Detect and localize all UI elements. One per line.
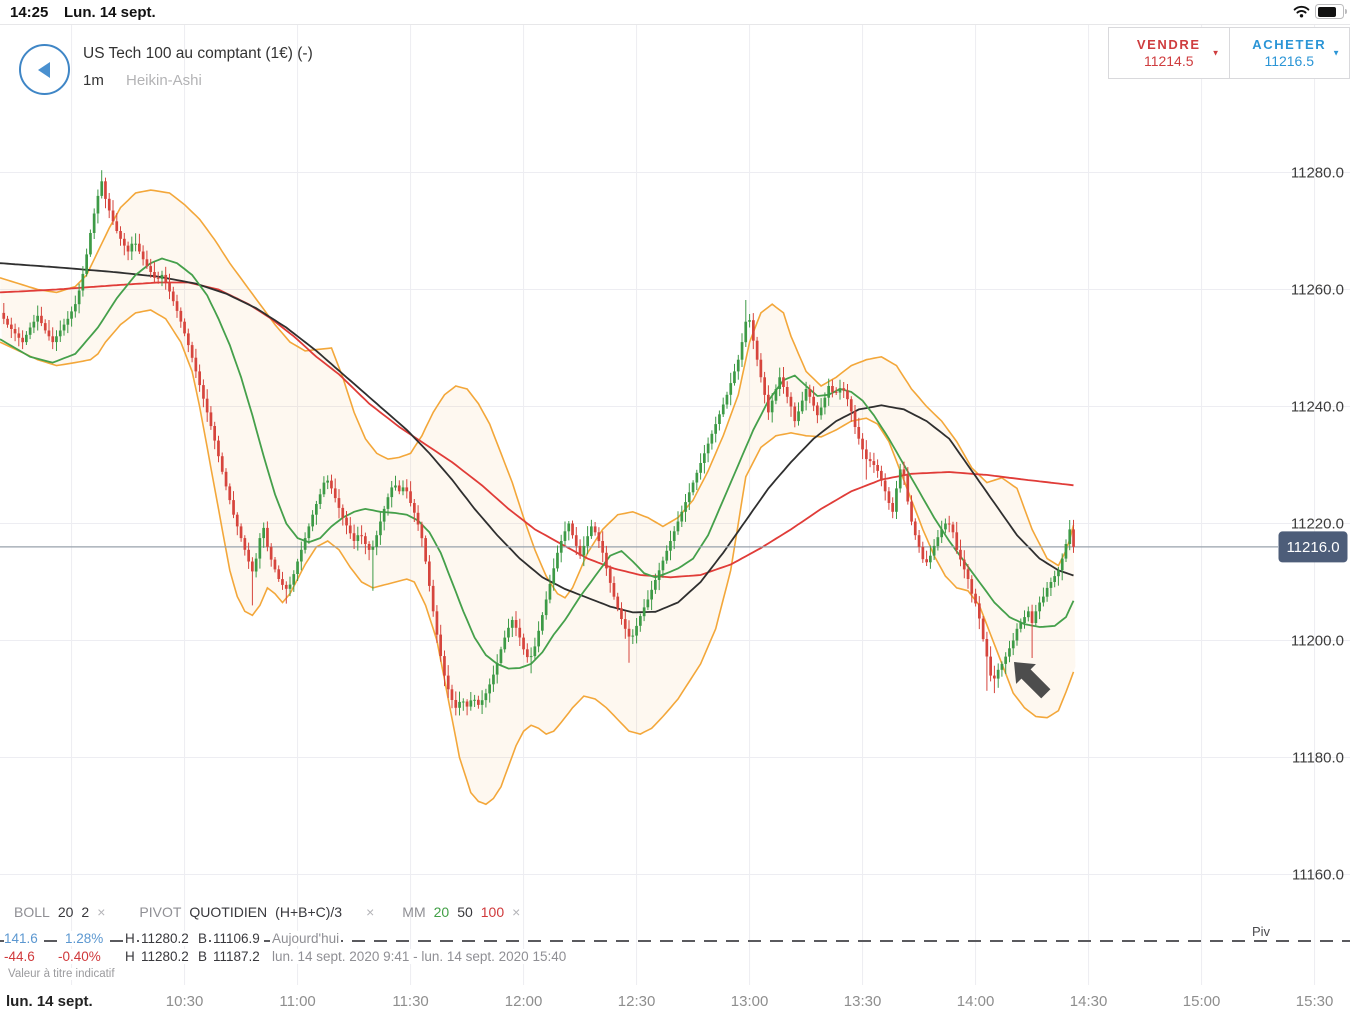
pivot-label: PIVOT [139,904,182,920]
session-range: lun. 14 sept. 2020 9:41 - lun. 14 sept. … [270,949,569,964]
svg-text:11220.0: 11220.0 [1291,516,1344,533]
pivot-formula: (H+B+C)/3 [275,904,343,920]
pivot-line-label: Piv [1252,924,1271,939]
change-percent: 1.28% [65,931,104,946]
pivot-period: QUOTIDIEN [189,904,268,920]
change-percent-2: -0.40% [58,949,101,964]
mm-label: MM [402,904,426,920]
svg-text:14:00: 14:00 [957,993,995,1010]
mm100-label: 100 [480,904,505,920]
sell-button[interactable]: VENDRE 11214.5 ▼ [1109,28,1229,78]
change-value: 141.6 [4,931,38,946]
statusbar-divider [0,24,1350,25]
buy-button[interactable]: ACHETER 11216.5 ▼ [1228,28,1350,78]
high-value-2: 11280.2 [139,949,191,964]
low-value: 11106.9 [211,931,262,946]
remove-boll-icon[interactable]: × [97,904,106,920]
svg-text:11200.0: 11200.0 [1291,633,1344,650]
period-label: Aujourd'hui [270,931,342,946]
svg-text:11180.0: 11180.0 [1292,750,1344,767]
svg-text:11160.0: 11160.0 [1292,867,1344,884]
sell-price: 11214.5 [1143,53,1194,69]
high-value: 11280.2 [139,931,191,946]
chart-style-label[interactable]: Heikin-Ashi [126,72,202,89]
buy-price: 11216.5 [1264,53,1315,69]
remove-pivot-icon[interactable]: × [366,904,375,920]
boll-label: BOLL [14,904,50,920]
high-label: H [123,931,137,946]
indicator-legend: BOLL 20 2 × PIVOT QUOTIDIEN (H+B+C)/3 × MM 20 50 10… [14,904,528,920]
remove-mm-icon[interactable]: × [512,904,521,920]
svg-text:10:30: 10:30 [166,993,204,1010]
order-ticket: VENDRE 11214.5 ▼ ACHETER 11216.5 ▼ [1108,27,1350,79]
status-date: Lun. 14 sept. [64,4,156,21]
svg-text:12:00: 12:00 [505,993,543,1010]
svg-text:lun. 14 sept.: lun. 14 sept. [6,993,93,1010]
buy-caret-icon: ▼ [1332,48,1340,58]
svg-text:13:30: 13:30 [844,993,882,1010]
sell-label: VENDRE [1136,37,1201,52]
svg-text:11240.0: 11240.0 [1291,399,1344,416]
change-value-2: -44.6 [4,949,35,964]
svg-text:13:00: 13:00 [731,993,769,1010]
back-button[interactable] [19,44,70,95]
low-value-2: 11187.2 [211,949,262,964]
svg-text:15:00: 15:00 [1183,993,1221,1010]
high-label-2: H [123,949,137,964]
svg-text:15:30: 15:30 [1296,993,1334,1010]
mm20-label: 20 [433,904,450,920]
boll-stddev: 2 [81,904,90,920]
svg-text:11:30: 11:30 [392,993,428,1010]
mm50-label: 50 [457,904,473,920]
boll-period: 20 [57,904,74,920]
back-arrow-icon [37,61,50,78]
battery-icon [1315,4,1347,19]
svg-text:11260.0: 11260.0 [1291,282,1344,299]
low-label-2: B [196,949,210,964]
status-bar: 14:25 Lun. 14 sept. [0,0,1350,24]
wifi-icon [1293,5,1310,18]
low-label: B [196,931,210,946]
disclaimer-text: Valeur à titre indicatif [5,968,118,980]
svg-text:12:30: 12:30 [618,993,656,1010]
svg-text:11:00: 11:00 [279,993,315,1010]
sell-caret-icon: ▼ [1211,48,1220,58]
clock: 14:25 [10,4,49,21]
instrument-title: US Tech 100 au comptant (1€) (-) [83,45,313,62]
mouse-cursor-icon [1014,662,1051,699]
svg-text:14:30: 14:30 [1070,993,1108,1010]
svg-text:11280.0: 11280.0 [1291,165,1344,182]
buy-label: ACHETER [1252,37,1327,52]
timeframe-label[interactable]: 1m [83,72,104,89]
svg-text:11216.0: 11216.0 [1286,539,1339,556]
